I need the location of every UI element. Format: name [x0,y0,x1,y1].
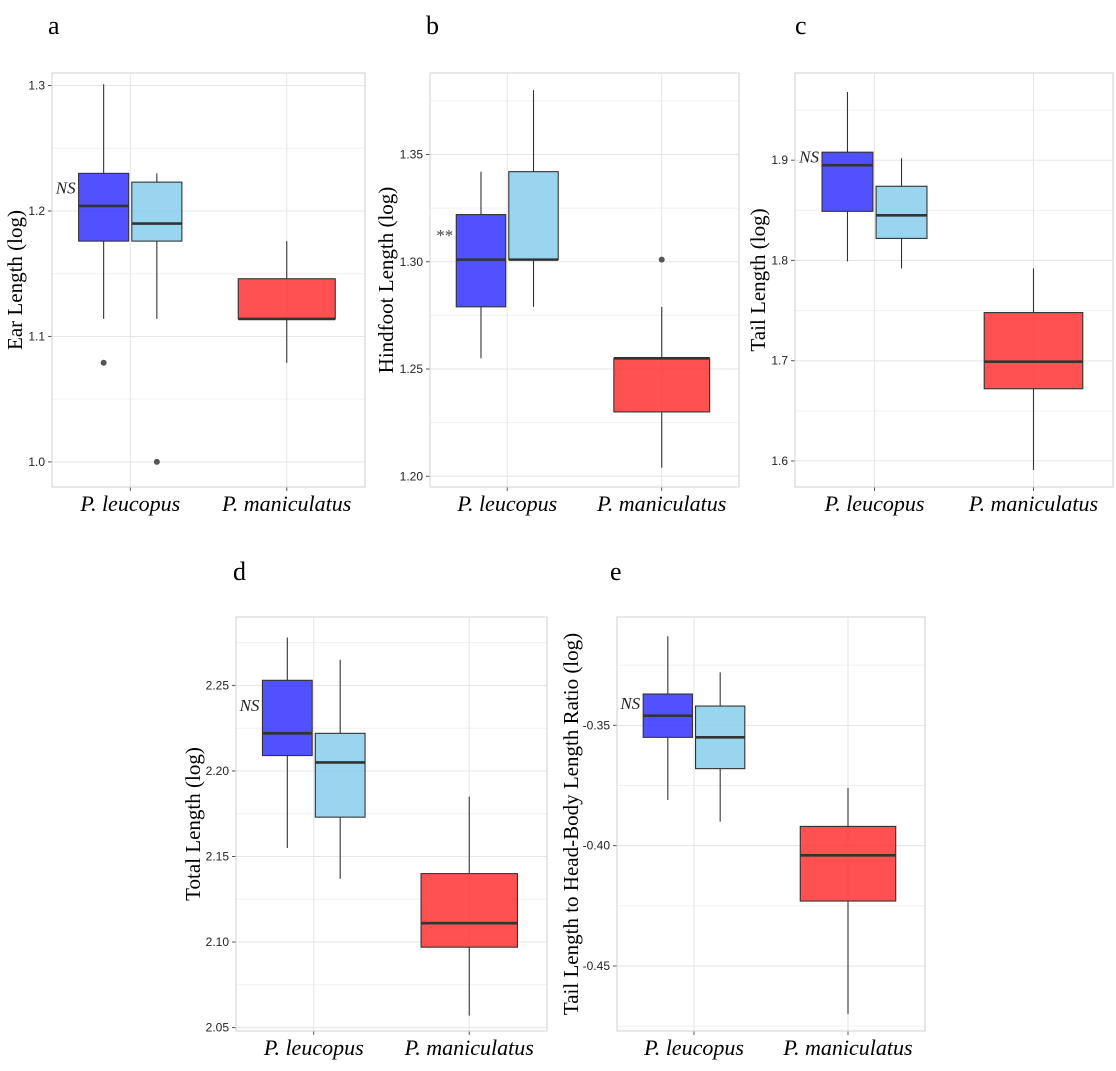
box-body [983,312,1084,390]
plot-background [795,73,1113,487]
chart-panel-e: e -0.45 -0.40 -0.35 P. leucopus P. maniculatu… [559,557,926,1060]
box-body [237,278,336,320]
box-d-leucopus_light [314,659,366,879]
box-body [314,732,366,818]
x-category-label: P. leucopus [263,1035,364,1060]
box-a-maniculatus [237,241,336,363]
x-category-label: P. leucopus [456,491,557,516]
box-b-leucopus_light [508,90,559,307]
y-tick-label: 1.9 [771,153,788,167]
significance-annotation: ** [436,226,453,245]
y-tick-label: 1.35 [400,148,424,162]
y-tick-label: 1.6 [771,454,788,468]
y-tick-label: -0.35 [583,718,611,732]
y-tick-label: 1.0 [28,455,45,469]
box-e-leucopus_light [694,672,746,822]
y-tick-label: 1.3 [28,79,45,93]
plot-background [617,617,925,1031]
y-tick-label: 2.15 [206,850,230,864]
x-category-label: P. leucopus [824,491,925,516]
y-axis-title: Ear Length (log) [3,210,27,350]
box-body [613,357,711,413]
box-c-maniculatus [983,268,1084,470]
x-category-label: P. maniculatus [968,491,1098,516]
plot-border [794,72,1114,488]
x-category-label: P. maniculatus [782,1035,912,1060]
y-tick-label: 1.2 [28,204,45,218]
outlier-point [100,359,107,366]
chart-panel-a: a 1.0 1.1 1.2 1.3 P. leucopus P. maniculatus NS… [3,11,366,516]
x-category-label: P. leucopus [643,1035,744,1060]
box-e-maniculatus [799,787,897,1015]
y-tick-label: 1.20 [400,469,424,483]
y-tick-label: -0.45 [583,959,611,973]
box-body [508,171,559,261]
box-body [821,151,874,212]
panel-letter: a [48,11,60,40]
x-category-label: P. maniculatus [221,491,351,516]
plot-background [236,617,547,1031]
y-tick-label: 1.25 [400,362,424,376]
y-tick-label: 2.10 [206,935,230,949]
box-b-maniculatus [613,256,711,468]
y-tick-label: 1.8 [771,253,788,267]
box-e-leucopus_dark [642,636,694,800]
box-a-leucopus_light [131,173,183,465]
y-axis-title: Hindfoot Length (log) [374,187,398,374]
significance-annotation: NS [619,694,640,713]
plot-border [51,72,366,488]
y-tick-label: 2.25 [206,678,230,692]
y-tick-label: 1.1 [28,329,45,343]
plot-border [235,616,548,1032]
box-body [131,181,183,242]
chart-panel-b: b 1.20 1.25 1.30 1.35 P. leucopus P. maniculat… [374,11,740,516]
box-body [261,679,313,757]
box-body [799,825,897,902]
box-body [875,185,928,239]
panel-letter: d [233,557,246,586]
significance-annotation: NS [55,179,76,198]
box-c-leucopus_light [875,158,928,269]
y-axis-title: Tail Length (log) [746,208,770,351]
panel-letter: b [426,11,439,40]
y-axis-title: Total Length (log) [181,747,205,901]
plot-border [429,72,740,488]
significance-annotation: NS [798,148,819,167]
box-d-maniculatus [420,796,519,1016]
x-category-label: P. maniculatus [596,491,726,516]
significance-annotation: NS [239,696,260,715]
box-body [420,873,519,948]
panel-letter: e [610,557,622,586]
y-axis-title: Tail Length to Head-Body Length Ratio (l… [559,633,583,1015]
box-a-leucopus_dark [78,84,130,366]
box-c-leucopus_dark [821,92,874,262]
plot-border [616,616,926,1032]
y-tick-label: 2.20 [206,764,230,778]
panel-letter: c [795,11,807,40]
box-d-leucopus_dark [261,637,313,848]
outlier-point [153,458,160,465]
y-tick-label: -0.40 [583,839,611,853]
chart-panel-c: c 1.6 1.7 1.8 1.9 P. leucopus P. maniculatus NS… [746,11,1114,516]
box-b-leucopus_dark [455,171,507,359]
y-tick-label: 1.30 [400,255,424,269]
outlier-point [658,256,665,263]
y-tick-label: 2.05 [206,1021,230,1035]
chart-panel-d: d 2.05 2.10 2.15 2.20 2.25 P. leucopus P. manic… [181,557,548,1060]
y-tick-label: 1.7 [771,354,788,368]
x-category-label: P. maniculatus [404,1035,534,1060]
x-category-label: P. leucopus [79,491,180,516]
